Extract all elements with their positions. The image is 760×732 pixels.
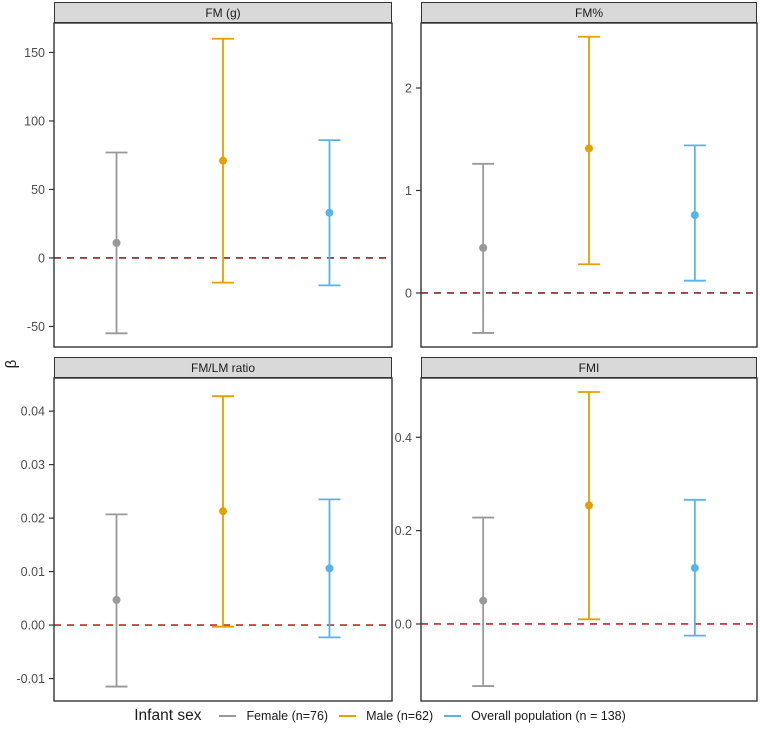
y-tick-label: -50 — [27, 320, 45, 334]
legend-item-female: Female (n=76) — [219, 709, 328, 723]
legend-line-swatch-overall — [444, 715, 462, 717]
y-tick-label: 0.01 — [21, 565, 45, 579]
legend-label: Male (n=62) — [366, 709, 434, 723]
point-estimate — [112, 238, 121, 247]
point-estimate — [690, 563, 699, 572]
facet-strip-label: FM/LM ratio — [190, 360, 255, 375]
point-estimate — [112, 595, 121, 604]
panel-border — [420, 377, 758, 702]
legend-line-swatch-male — [339, 715, 357, 717]
point-estimate — [219, 156, 227, 165]
legend-item-male: Male (n=62) — [339, 709, 433, 723]
point-estimate — [325, 564, 334, 573]
y-tick-label: 0.2 — [395, 524, 412, 538]
panel-border — [53, 377, 393, 702]
legend: Infant sex Female (n=76) Male (n=62) Ove… — [0, 702, 760, 730]
point-estimate — [479, 243, 488, 252]
point-estimate — [585, 144, 593, 153]
point-estimate — [325, 208, 334, 217]
y-tick-label: 100 — [24, 114, 45, 128]
point-estimate — [690, 211, 699, 220]
point-estimate — [585, 501, 593, 510]
y-tick-label: 0.4 — [395, 431, 412, 445]
y-tick-label: -0.01 — [17, 672, 46, 686]
legend-title: Infant sex — [134, 707, 202, 724]
y-tick-label: 0 — [38, 251, 45, 265]
y-tick-label: 0.03 — [21, 458, 45, 472]
facet-strip-label: FM (g) — [205, 5, 241, 20]
y-tick-label: 1 — [405, 184, 412, 198]
y-tick-label: 0.00 — [21, 619, 45, 633]
facet-strip-label: FM% — [575, 5, 603, 20]
y-tick-label: 0.04 — [21, 405, 45, 419]
legend-label: Overall population (n = 138) — [471, 709, 626, 723]
point-estimate — [219, 507, 227, 516]
panel-border — [420, 22, 758, 348]
y-tick-label: 150 — [24, 46, 45, 60]
y-tick-label: 0.02 — [21, 512, 45, 526]
legend-label: Female (n=76) — [246, 709, 329, 723]
y-tick-label: 0 — [405, 286, 412, 300]
legend-item-overall: Overall population (n = 138) — [444, 709, 626, 723]
y-tick-label: 50 — [31, 183, 45, 197]
legend-line-swatch-female — [219, 715, 237, 717]
facet-strip-label: FMI — [578, 360, 600, 375]
y-tick-label: 0.0 — [395, 617, 412, 631]
facet-strip-fm-lm-ratio: FM/LM ratio — [54, 357, 392, 378]
point-estimate — [479, 596, 488, 605]
panel-border — [53, 22, 393, 348]
y-tick-label: 2 — [405, 81, 412, 95]
